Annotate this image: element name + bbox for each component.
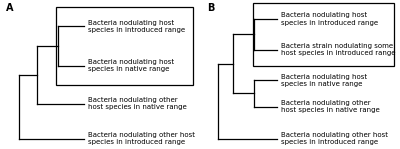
Text: Bacteria nodulating other host
species in introduced range: Bacteria nodulating other host species i… (281, 132, 388, 145)
Text: Bacteria strain nodulating some
host species in introduced range: Bacteria strain nodulating some host spe… (281, 43, 396, 56)
Text: B: B (207, 3, 214, 13)
Text: Bacteria nodulating host
species in native range: Bacteria nodulating host species in nati… (88, 59, 174, 72)
Bar (252, 3, 394, 66)
Text: Bacteria nodulating other
host species in native range: Bacteria nodulating other host species i… (88, 97, 187, 110)
Text: A: A (6, 3, 14, 13)
Text: Bacteria nodulating other
host species in native range: Bacteria nodulating other host species i… (281, 100, 380, 113)
Text: Bacteria nodulating other host
species in introduced range: Bacteria nodulating other host species i… (88, 132, 195, 145)
Text: Bacteria nodulating host
species in introduced range: Bacteria nodulating host species in intr… (281, 12, 378, 26)
Text: Bacteria nodulating host
species in native range: Bacteria nodulating host species in nati… (281, 74, 367, 87)
Bar (56, 7, 193, 85)
Text: Bacteria nodulating host
species in introduced range: Bacteria nodulating host species in intr… (88, 20, 185, 33)
